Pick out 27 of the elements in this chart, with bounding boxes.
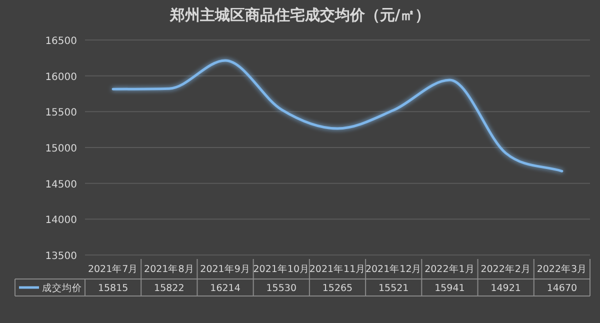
x-tick-label: 2021年10月 <box>253 263 310 275</box>
x-tick-label: 2022年1月 <box>424 263 475 275</box>
x-tick-label: 2021年9月 <box>200 263 250 275</box>
data-label: 15265 <box>322 283 353 294</box>
data-label: 15521 <box>378 283 409 294</box>
data-label: 16214 <box>210 283 240 294</box>
x-tick-label: 2021年8月 <box>144 263 194 275</box>
x-tick-label: 2021年7月 <box>88 263 138 275</box>
y-tick-label: 13500 <box>45 251 77 262</box>
data-label: 14921 <box>490 283 521 294</box>
x-tick-label: 2021年11月 <box>309 263 366 275</box>
data-label: 15530 <box>266 283 297 294</box>
y-tick-label: 15500 <box>45 108 77 119</box>
data-label: 15941 <box>434 283 465 294</box>
chart-title: 郑州主城区商品住宅成交均价（元/㎡） <box>168 6 430 24</box>
y-tick-label: 16500 <box>45 36 77 47</box>
data-label: 15822 <box>154 283 184 294</box>
data-label: 15815 <box>98 283 128 294</box>
legend-label: 成交均价 <box>42 282 82 294</box>
y-tick-label: 14500 <box>45 179 77 190</box>
y-tick-label: 15000 <box>45 144 77 154</box>
y-tick-label: 14000 <box>45 215 77 226</box>
y-tick-label: 16000 <box>45 72 77 83</box>
x-tick-label: 2021年12月 <box>365 263 422 275</box>
data-label: 14670 <box>546 283 578 294</box>
x-tick-label: 2022年2月 <box>480 263 531 275</box>
x-tick-label: 2022年3月 <box>536 263 588 275</box>
